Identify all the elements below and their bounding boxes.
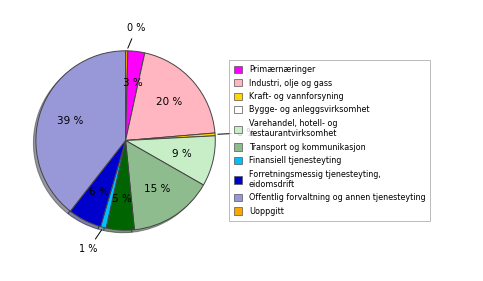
Text: 0 %: 0 % — [218, 128, 256, 138]
Text: 20 %: 20 % — [156, 97, 183, 107]
Wedge shape — [126, 133, 215, 140]
Wedge shape — [126, 53, 215, 140]
Wedge shape — [100, 140, 126, 228]
Legend: Primærnæringer, Industri, olje og gass, Kraft- og vannforsyning, Bygge- og anleg: Primærnæringer, Industri, olje og gass, … — [229, 60, 430, 221]
Text: 5 %: 5 % — [112, 194, 132, 204]
Wedge shape — [126, 136, 215, 185]
Text: 1 %: 1 % — [79, 230, 102, 254]
Text: 15 %: 15 % — [144, 184, 170, 194]
Wedge shape — [71, 140, 126, 227]
Wedge shape — [106, 140, 134, 230]
Wedge shape — [126, 51, 145, 140]
Wedge shape — [126, 140, 203, 230]
Wedge shape — [36, 51, 126, 211]
Text: 6 %: 6 % — [89, 187, 109, 197]
Wedge shape — [126, 51, 128, 140]
Text: 39 %: 39 % — [57, 117, 84, 126]
Text: 9 %: 9 % — [172, 149, 192, 159]
Text: 3 %: 3 % — [123, 78, 142, 88]
Text: 0 %: 0 % — [127, 23, 145, 48]
